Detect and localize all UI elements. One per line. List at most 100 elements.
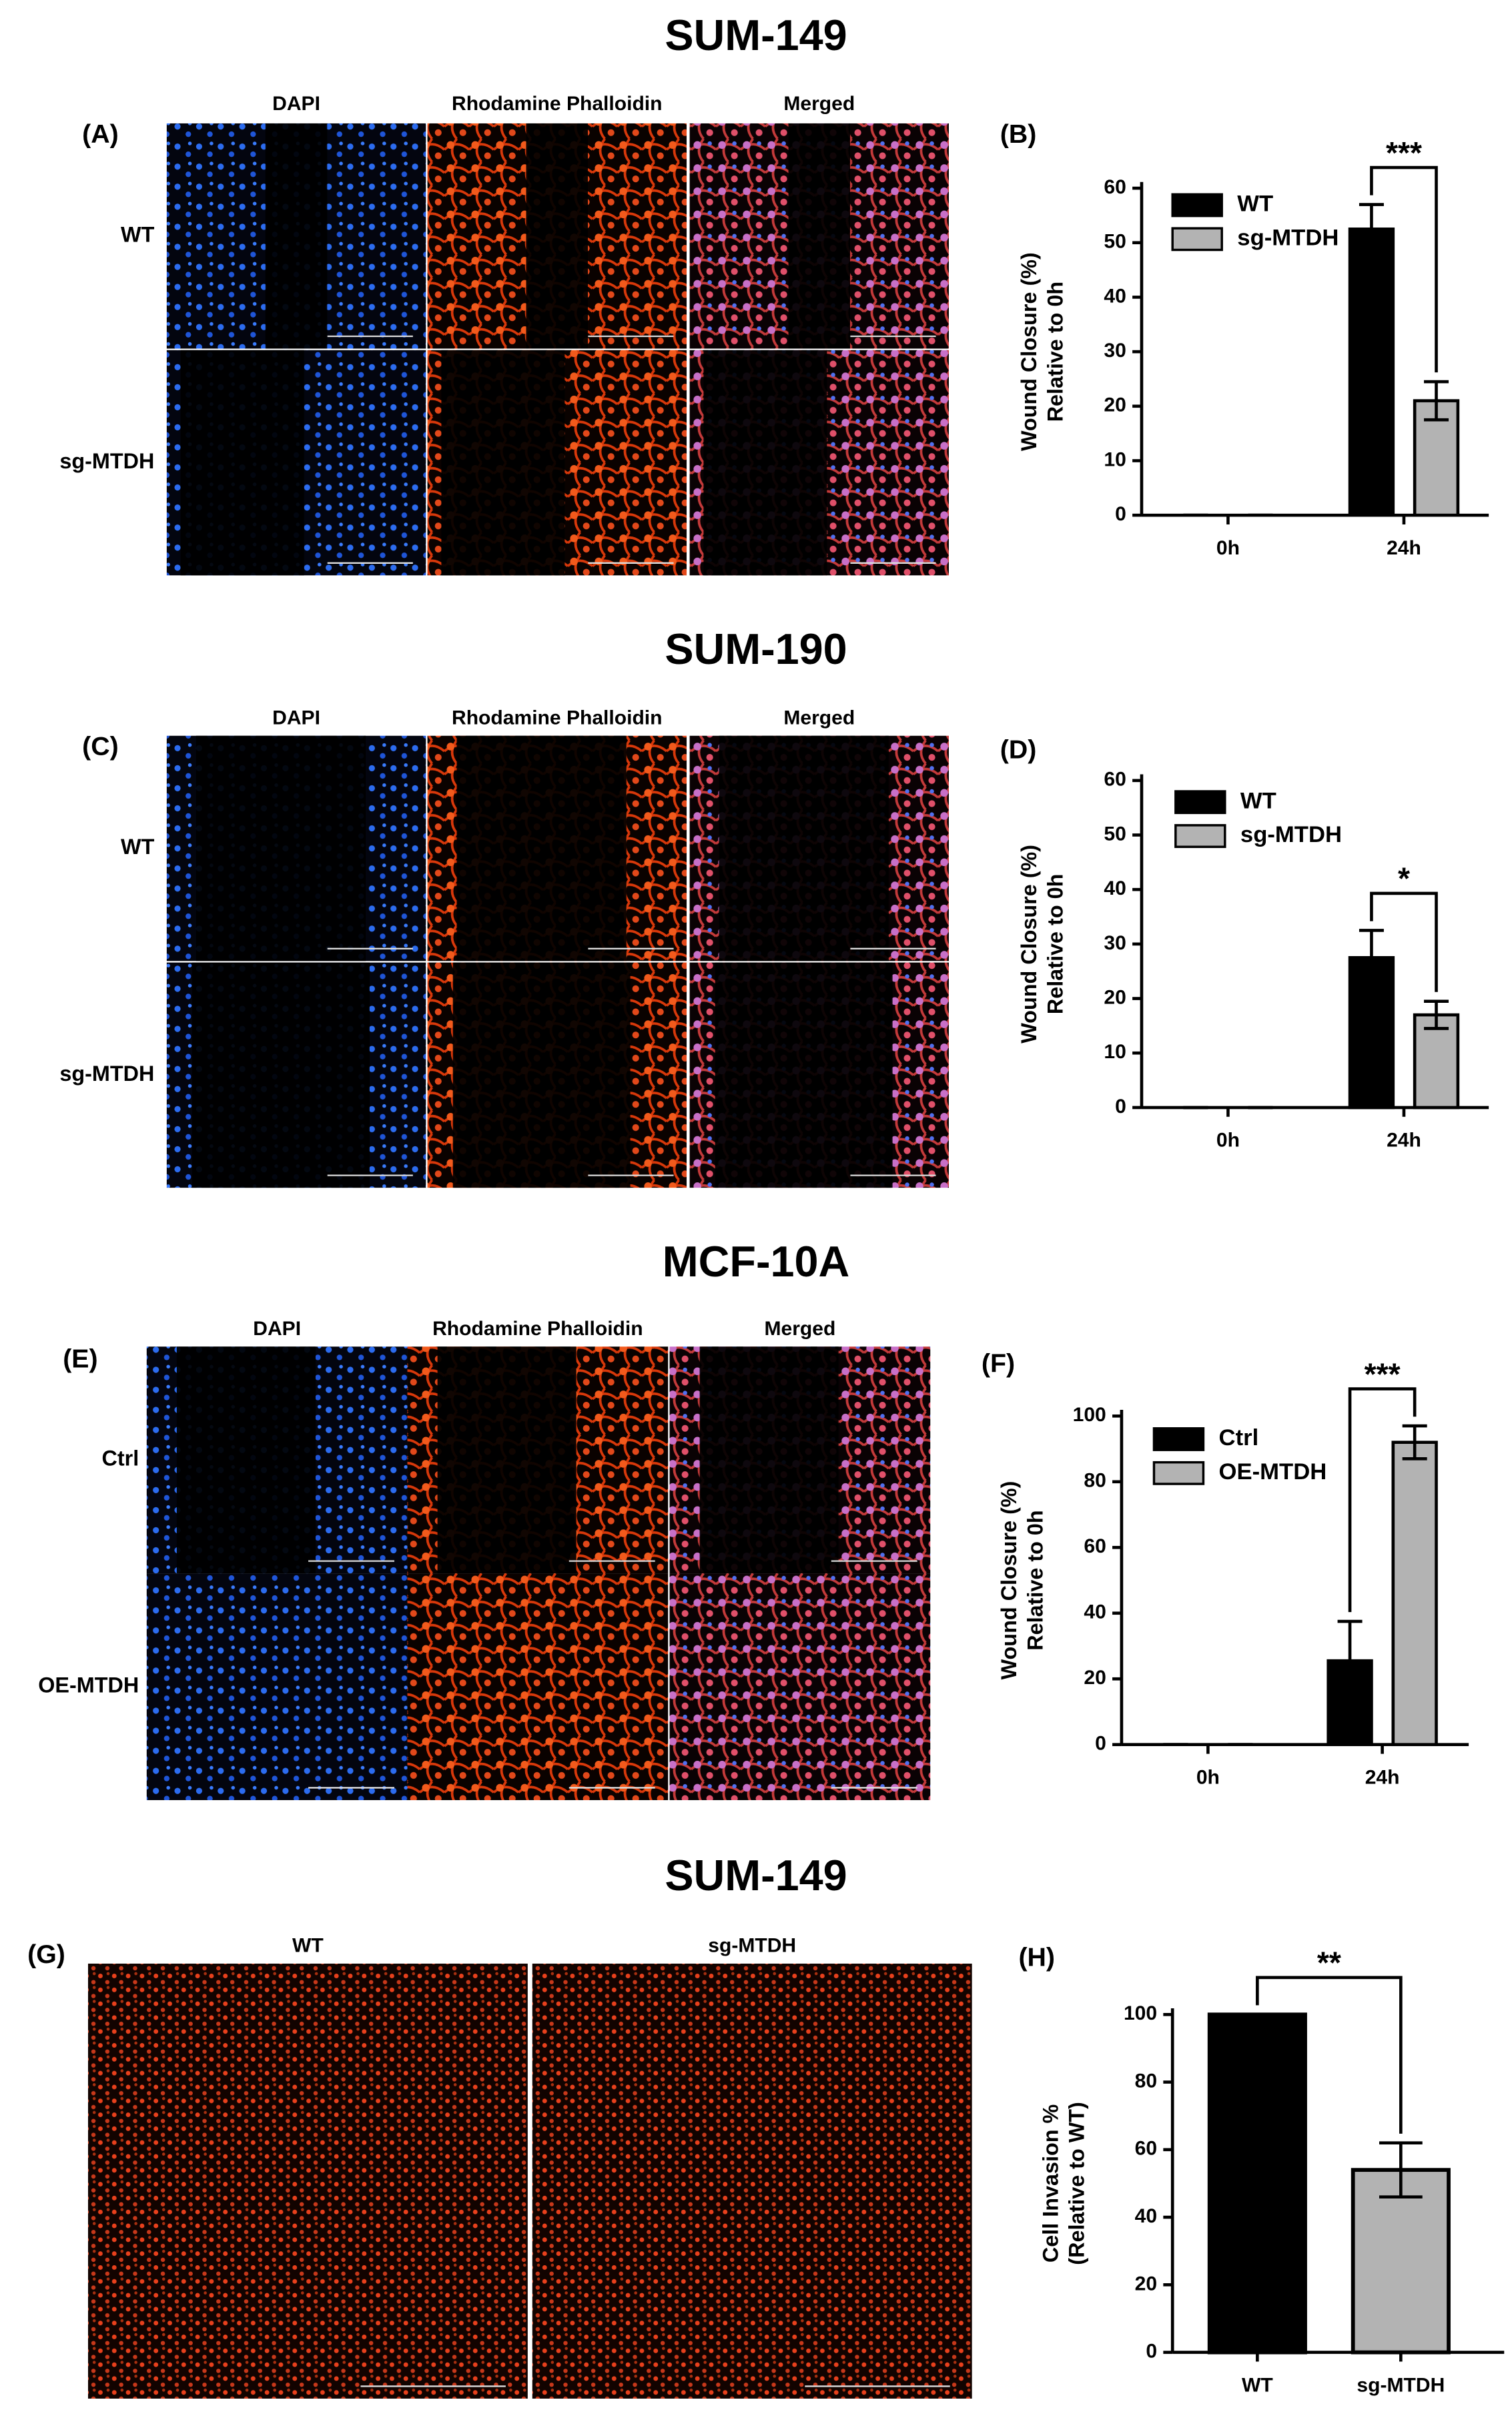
y-tick-label: 40 bbox=[1104, 877, 1126, 899]
y-tick-label: 0 bbox=[1115, 503, 1126, 525]
bar bbox=[1413, 1013, 1460, 1110]
x-tick-label: 24h bbox=[1387, 1130, 1421, 1152]
legend-swatch bbox=[1171, 227, 1223, 252]
significance-label: ** bbox=[1317, 1946, 1341, 1980]
row-label: OE-MTDH bbox=[38, 1673, 139, 1697]
y-tick-label: 20 bbox=[1135, 2273, 1157, 2295]
x-tick-label: sg-MTDH bbox=[1357, 2374, 1445, 2396]
y-tick-label: 100 bbox=[1124, 2002, 1157, 2024]
legend-swatch bbox=[1152, 1427, 1205, 1451]
y-tick-label: 60 bbox=[1135, 2138, 1157, 2160]
section-title: SUM-149 bbox=[665, 11, 847, 59]
x-tick-label: 0h bbox=[1216, 537, 1240, 559]
wound-gap bbox=[526, 123, 589, 349]
y-axis-label: Wound Closure (%) bbox=[1017, 252, 1041, 451]
legend-label: Ctrl bbox=[1219, 1425, 1259, 1451]
y-tick-label: 10 bbox=[1104, 1041, 1126, 1063]
wound-gap bbox=[192, 962, 370, 1188]
wound-gap bbox=[196, 735, 366, 961]
micrograph bbox=[87, 1964, 528, 2399]
wound-gap bbox=[452, 962, 631, 1188]
row-label: WT bbox=[121, 222, 155, 246]
wound-gap bbox=[180, 350, 304, 576]
micrograph bbox=[532, 1964, 972, 2399]
y-axis-label: (Relative to WT) bbox=[1065, 2102, 1089, 2265]
legend-label: WT bbox=[1237, 191, 1273, 217]
y-tick-label: 10 bbox=[1104, 448, 1126, 470]
significance-label: *** bbox=[1365, 1356, 1401, 1391]
legend-swatch bbox=[1171, 193, 1223, 218]
section-title: SUM-149 bbox=[665, 1851, 847, 1900]
column-header: Merged bbox=[783, 93, 855, 115]
significance-label: * bbox=[1398, 861, 1410, 896]
column-header: sg-MTDH bbox=[708, 1935, 796, 1957]
micrograph bbox=[669, 1573, 931, 1800]
row-label: WT bbox=[121, 835, 155, 859]
column-header: Rhodamine Phalloidin bbox=[452, 707, 663, 729]
y-tick-label: 30 bbox=[1104, 340, 1126, 362]
column-header: DAPI bbox=[272, 707, 320, 729]
y-tick-label: 20 bbox=[1104, 986, 1126, 1008]
panel-label: (E) bbox=[63, 1344, 97, 1373]
wound-gap bbox=[699, 1346, 839, 1574]
x-tick-label: 24h bbox=[1365, 1767, 1400, 1789]
micrograph bbox=[146, 1573, 408, 1800]
significance-label: *** bbox=[1386, 135, 1422, 170]
section-title: MCF-10A bbox=[663, 1237, 849, 1286]
x-tick-label: 24h bbox=[1387, 537, 1421, 559]
significance-bracket bbox=[1348, 1387, 1417, 1613]
y-tick-label: 30 bbox=[1104, 932, 1126, 954]
y-tick-label: 50 bbox=[1104, 231, 1126, 253]
y-tick-label: 40 bbox=[1084, 1601, 1106, 1623]
legend-label: sg-MTDH bbox=[1237, 225, 1339, 250]
column-header: Rhodamine Phalloidin bbox=[432, 1318, 643, 1340]
legend-label: sg-MTDH bbox=[1240, 822, 1342, 847]
significance-bracket bbox=[1256, 1976, 1403, 2134]
y-tick-label: 100 bbox=[1073, 1404, 1106, 1426]
y-tick-label: 0 bbox=[1095, 1733, 1106, 1755]
wound-gap bbox=[265, 123, 328, 349]
x-tick-label: WT bbox=[1242, 2374, 1273, 2396]
y-tick-label: 0 bbox=[1146, 2341, 1157, 2363]
y-tick-label: 20 bbox=[1104, 394, 1126, 416]
y-tick-label: 50 bbox=[1104, 823, 1126, 845]
y-tick-label: 40 bbox=[1135, 2205, 1157, 2227]
section-title: SUM-190 bbox=[665, 625, 847, 673]
y-tick-label: 80 bbox=[1084, 1470, 1106, 1492]
y-axis-label: Relative to 0h bbox=[1023, 1510, 1047, 1650]
panel-label: (C) bbox=[82, 732, 119, 761]
panel-label: (B) bbox=[1000, 119, 1037, 149]
panel-label: (H) bbox=[1018, 1942, 1055, 1972]
y-axis-label: Relative to 0h bbox=[1043, 874, 1067, 1014]
panel-label: (D) bbox=[1000, 735, 1037, 764]
column-header: WT bbox=[292, 1935, 324, 1957]
panel-label: (A) bbox=[82, 119, 119, 149]
significance-bracket bbox=[1370, 891, 1438, 992]
row-label: sg-MTDH bbox=[59, 449, 154, 473]
wound-gap bbox=[719, 735, 889, 961]
column-header: Merged bbox=[764, 1318, 835, 1340]
column-header: Merged bbox=[783, 707, 855, 729]
wound-gap bbox=[437, 1346, 577, 1574]
legend-label: WT bbox=[1240, 788, 1276, 813]
bar bbox=[1207, 2012, 1307, 2355]
y-tick-label: 20 bbox=[1084, 1667, 1106, 1689]
wound-gap bbox=[715, 962, 893, 1188]
significance-bracket bbox=[1370, 165, 1438, 373]
column-header: DAPI bbox=[272, 93, 320, 115]
legend-label: OE-MTDH bbox=[1219, 1459, 1327, 1485]
x-tick-label: 0h bbox=[1196, 1767, 1220, 1789]
wound-gap bbox=[176, 1346, 316, 1574]
column-header: DAPI bbox=[253, 1318, 301, 1340]
y-axis-label: Cell Invasion % bbox=[1038, 2104, 1062, 2263]
panel-label: (G) bbox=[27, 1940, 65, 1969]
wound-gap bbox=[456, 735, 627, 961]
row-label: sg-MTDH bbox=[59, 1062, 154, 1086]
micrograph bbox=[407, 1573, 669, 1800]
legend-swatch bbox=[1152, 1461, 1205, 1485]
x-tick-label: 0h bbox=[1216, 1130, 1240, 1152]
y-axis-label: Wound Closure (%) bbox=[997, 1481, 1021, 1680]
y-tick-label: 60 bbox=[1104, 176, 1126, 198]
